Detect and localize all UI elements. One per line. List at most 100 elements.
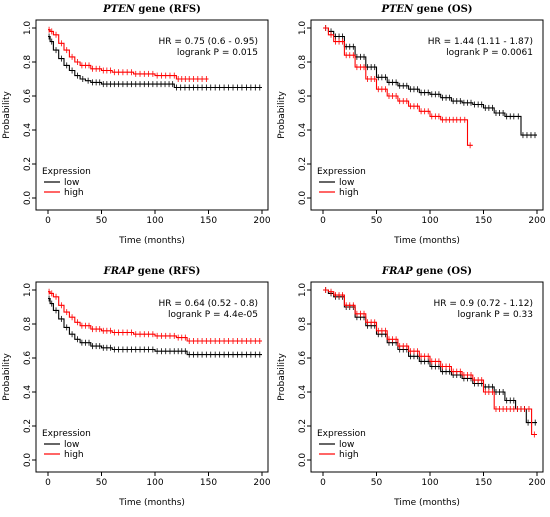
y-tick-label: 0.8 <box>23 317 33 332</box>
y-tick-label: 0.4 <box>298 385 308 400</box>
y-tick-label: 0.4 <box>23 385 33 400</box>
x-tick-label: 150 <box>200 216 217 226</box>
x-tick-label: 50 <box>96 478 108 488</box>
chart-title: PTEN gene (RFS) <box>102 4 201 15</box>
title-gene: PTEN <box>102 4 136 15</box>
km-curve-low <box>323 27 537 136</box>
title-gene: PTEN <box>380 4 414 15</box>
legend-title: Expression <box>317 167 366 177</box>
stat-line-1: HR = 0.9 (0.72 - 1.12) <box>433 299 533 309</box>
y-axis-label: Probability <box>277 91 287 139</box>
y-tick-label: 0.0 <box>298 191 308 206</box>
legend-label-low: low <box>64 440 79 450</box>
x-tick-label: 200 <box>253 216 270 226</box>
y-tick-label: 0.6 <box>298 351 308 366</box>
km-panel-1: PTEN gene (RFS) 0 50 100 150 200 0.0 0.2 0.4 0.6 0… <box>2 4 271 246</box>
y-tick-label: 1.0 <box>298 21 308 36</box>
x-tick-label: 0 <box>45 216 51 226</box>
title-gene: FRAP <box>381 266 413 277</box>
stat-line-1: HR = 0.64 (0.52 - 0.8) <box>158 299 258 309</box>
censor-marks-high <box>48 288 261 344</box>
y-tick-label: 0.6 <box>298 89 308 104</box>
legend-title: Expression <box>42 167 91 177</box>
stat-line-1: HR = 1.44 (1.11 - 1.87) <box>428 37 533 47</box>
x-tick-label: 0 <box>45 478 51 488</box>
stat-line-2: logrank P = 0.0061 <box>446 48 533 58</box>
censor-marks-high <box>48 26 207 82</box>
legend-label-low: low <box>64 178 79 188</box>
censor-marks-low <box>48 295 261 358</box>
stat-line-1: HR = 0.75 (0.6 - 0.95) <box>158 37 258 47</box>
x-tick-label: 100 <box>421 478 438 488</box>
plot-frame <box>310 281 544 473</box>
x-axis-label: Time (months) <box>393 236 460 246</box>
y-tick-label: 0.2 <box>23 419 33 433</box>
x-axis-label: Time (months) <box>393 498 460 508</box>
legend-label-high: high <box>339 450 359 460</box>
censor-marks-high <box>325 25 471 149</box>
legend-label-high: high <box>64 450 84 460</box>
x-tick-label: 50 <box>371 216 383 226</box>
title-rest: gene (OS) <box>413 266 472 277</box>
legend-title: Expression <box>42 429 91 439</box>
km-curve-high <box>48 29 209 80</box>
legend-label-low: low <box>339 178 354 188</box>
legend-label-low: low <box>339 440 354 450</box>
y-tick-label: 0.8 <box>298 317 308 332</box>
x-axis-label: Time (months) <box>118 236 185 246</box>
x-tick-label: 100 <box>146 478 163 488</box>
km-panel-2: PTEN gene (OS) 0 50 100 150 200 0.0 0.2 0.4 0.6 0.… <box>277 4 546 246</box>
plot-frame <box>310 19 544 211</box>
title-gene: FRAP <box>103 266 135 277</box>
stat-line-2: logrank P = 0.015 <box>177 48 258 58</box>
title-rest: gene (OS) <box>413 4 472 15</box>
x-tick-label: 50 <box>96 216 108 226</box>
legend-label-high: high <box>64 188 84 198</box>
y-tick-label: 0.6 <box>23 351 33 366</box>
x-tick-label: 200 <box>528 216 545 226</box>
x-tick-label: 50 <box>371 478 383 488</box>
y-tick-label: 0.2 <box>298 157 308 171</box>
y-tick-label: 0.8 <box>298 55 308 70</box>
km-panel-4: FRAP gene (OS) 0 50 100 150 200 0.0 0.2 0.4 0.6 0.… <box>277 266 546 508</box>
y-tick-label: 0.2 <box>23 157 33 171</box>
chart-title: PTEN gene (OS) <box>380 4 472 15</box>
y-tick-label: 0.0 <box>23 453 33 468</box>
y-tick-label: 0.2 <box>298 419 308 433</box>
x-tick-label: 100 <box>421 216 438 226</box>
title-rest: gene (RFS) <box>135 4 201 15</box>
y-tick-label: 0.0 <box>23 191 33 206</box>
chart-title: FRAP gene (OS) <box>381 266 472 277</box>
title-rest: gene (RFS) <box>134 266 200 277</box>
x-tick-label: 100 <box>146 216 163 226</box>
plot-frame <box>35 281 269 473</box>
y-tick-label: 1.0 <box>298 283 308 298</box>
y-tick-label: 1.0 <box>23 21 33 36</box>
x-tick-label: 200 <box>253 478 270 488</box>
y-axis-label: Probability <box>277 353 287 401</box>
x-tick-label: 150 <box>475 478 492 488</box>
y-tick-label: 0.4 <box>298 123 308 138</box>
x-tick-label: 150 <box>200 478 217 488</box>
y-tick-label: 0.0 <box>298 453 308 468</box>
x-axis-label: Time (months) <box>118 498 185 508</box>
y-tick-label: 0.4 <box>23 123 33 138</box>
x-tick-label: 0 <box>320 478 326 488</box>
censor-marks-low <box>48 33 261 91</box>
chart-title: FRAP gene (RFS) <box>103 266 201 277</box>
plot-frame <box>35 19 269 211</box>
km-curve-high <box>323 289 537 436</box>
x-tick-label: 200 <box>528 478 545 488</box>
km-curve-low <box>48 35 262 89</box>
km-curve-high <box>48 291 262 342</box>
legend-title: Expression <box>317 429 366 439</box>
x-tick-label: 150 <box>475 216 492 226</box>
y-tick-label: 0.6 <box>23 89 33 104</box>
legend-label-high: high <box>339 188 359 198</box>
y-axis-label: Probability <box>2 91 12 139</box>
km-panel-3: FRAP gene (RFS) 0 50 100 150 200 0.0 0.2 0.4 0.6 0… <box>2 266 271 508</box>
y-tick-label: 0.8 <box>23 55 33 70</box>
stat-line-2: logrank P = 4.4e-05 <box>168 310 258 320</box>
x-tick-label: 0 <box>320 216 326 226</box>
